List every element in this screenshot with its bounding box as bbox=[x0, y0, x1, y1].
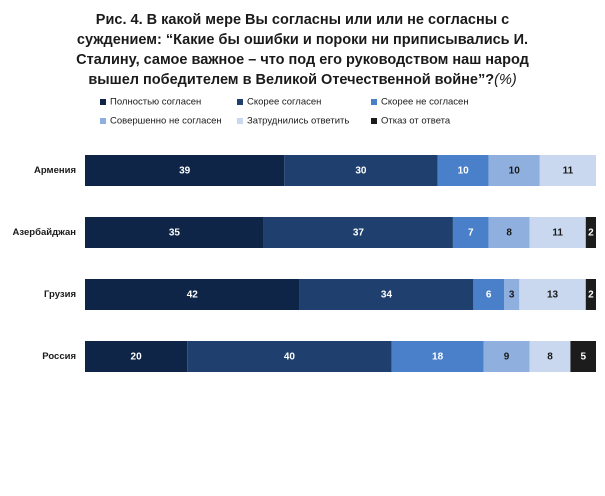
value-label-3-1: 42 bbox=[187, 290, 199, 301]
value-label-3-4: 3 bbox=[509, 290, 515, 301]
legend: Полностью согласен Скорее согласен Скорее … bbox=[100, 97, 469, 127]
bar-3-1 bbox=[85, 279, 300, 310]
bar-4-1 bbox=[85, 341, 188, 372]
category-label-4: Россия bbox=[42, 351, 76, 362]
chart-title-line-1: Рис. 4. В какой мере Вы согласны или или… bbox=[95, 12, 510, 28]
bar-2-5 bbox=[529, 217, 586, 248]
value-label-1-5: 11 bbox=[563, 166, 574, 177]
chart-title: Рис. 4. В какой мере Вы согласны или или… bbox=[0, 10, 605, 90]
value-label-3-3: 6 bbox=[486, 290, 492, 301]
category-label-3: Грузия bbox=[44, 289, 76, 300]
value-label-2-1: 35 bbox=[169, 228, 181, 239]
bar-3-4 bbox=[504, 279, 520, 310]
value-label-4-3: 18 bbox=[432, 352, 444, 363]
legend-label-6: Отказ от ответа bbox=[381, 116, 451, 127]
bar-1-2 bbox=[284, 155, 438, 186]
chart-title-line-2: суждением: “Какие бы ошибки и пороки ни … bbox=[76, 32, 529, 48]
value-label-1-3: 10 bbox=[458, 166, 470, 177]
value-label-1-1: 39 bbox=[179, 166, 191, 177]
chart-title-line-4: вышел победителем в Великой Отечественно… bbox=[0, 70, 605, 90]
category-label-2: Азербайджан bbox=[13, 227, 77, 238]
value-label-4-6: 5 bbox=[580, 352, 586, 363]
legend-label-2: Скорее согласен bbox=[247, 97, 321, 108]
bar-4-2 bbox=[187, 341, 392, 372]
value-label-1-4: 10 bbox=[509, 166, 521, 177]
value-label-2-6: 2 bbox=[588, 228, 594, 239]
bar-3-5 bbox=[519, 279, 586, 310]
legend-label-1: Полностью согласен bbox=[110, 97, 201, 108]
bar-2-4 bbox=[488, 217, 530, 248]
value-label-4-5: 8 bbox=[547, 352, 553, 363]
legend-label-4: Совершенно не согласен bbox=[110, 116, 222, 127]
bar-1-4 bbox=[488, 155, 540, 186]
legend-swatch-6 bbox=[371, 118, 377, 124]
category-label-1: Армения bbox=[34, 165, 76, 176]
bar-3-3 bbox=[473, 279, 505, 310]
legend-swatch-5 bbox=[237, 118, 243, 124]
bar-3-2 bbox=[299, 279, 474, 310]
bar-2-6 bbox=[585, 217, 596, 248]
chart-title-line-4-text: вышел победителем в Великой Отечественно… bbox=[88, 72, 495, 88]
legend-swatch-1 bbox=[100, 99, 106, 105]
value-label-3-2: 34 bbox=[381, 290, 393, 301]
value-label-2-3: 7 bbox=[468, 228, 474, 239]
bar-1-3 bbox=[437, 155, 489, 186]
chart-title-unit: (%) bbox=[494, 72, 517, 88]
value-label-4-2: 40 bbox=[284, 352, 296, 363]
bar-3-6 bbox=[585, 279, 596, 310]
legend-swatch-2 bbox=[237, 99, 243, 105]
value-label-4-1: 20 bbox=[131, 352, 143, 363]
legend-swatch-4 bbox=[100, 118, 106, 124]
value-label-1-2: 30 bbox=[355, 166, 367, 177]
value-label-2-2: 37 bbox=[353, 228, 365, 239]
chart-title-line-3: Сталину, самое важное – что под его руко… bbox=[76, 52, 529, 68]
bar-2-1 bbox=[85, 217, 264, 248]
bar-4-4 bbox=[483, 341, 530, 372]
value-label-2-4: 8 bbox=[506, 228, 512, 239]
value-label-2-5: 11 bbox=[552, 228, 563, 239]
value-label-3-6: 2 bbox=[588, 290, 594, 301]
bar-2-3 bbox=[452, 217, 489, 248]
legend-swatch-3 bbox=[371, 99, 377, 105]
bar-4-3 bbox=[391, 341, 484, 372]
value-label-3-5: 13 bbox=[547, 290, 559, 301]
bar-1-5 bbox=[539, 155, 596, 186]
bar-4-6 bbox=[570, 341, 596, 372]
bar-4-5 bbox=[529, 341, 571, 372]
bar-1-1 bbox=[85, 155, 285, 186]
value-label-4-4: 9 bbox=[504, 352, 510, 363]
legend-label-5: Затруднились ответить bbox=[247, 116, 349, 127]
bar-2-2 bbox=[263, 217, 453, 248]
legend-label-3: Скорее не согласен bbox=[381, 97, 469, 108]
